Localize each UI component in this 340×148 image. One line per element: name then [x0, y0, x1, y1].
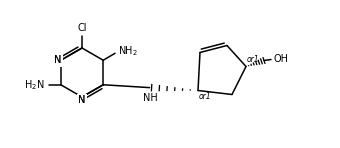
Text: N: N [78, 95, 86, 105]
Text: NH$_2$: NH$_2$ [118, 44, 138, 58]
Text: H$_2$N: H$_2$N [24, 78, 45, 92]
Text: OH: OH [274, 54, 289, 65]
Text: NH: NH [143, 93, 158, 103]
Text: or1: or1 [247, 55, 260, 64]
Text: N: N [54, 55, 62, 65]
Text: N: N [78, 95, 86, 105]
Text: N: N [54, 55, 62, 65]
Text: or1: or1 [199, 92, 211, 101]
Text: Cl: Cl [77, 23, 87, 33]
